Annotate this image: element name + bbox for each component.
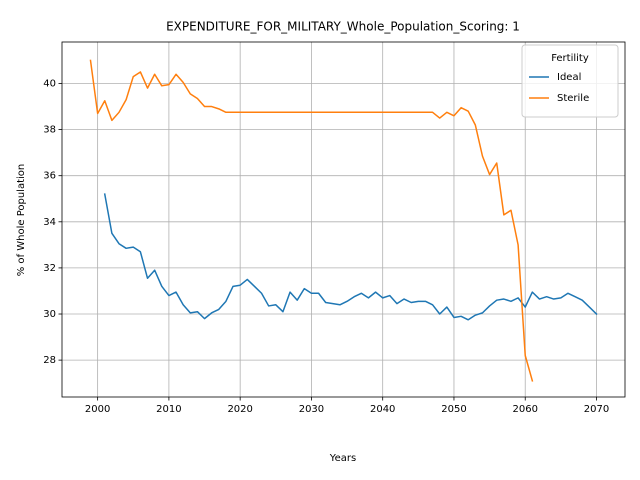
x-tick-label: 2070 (584, 404, 609, 415)
series-line-sterile (89, 59, 534, 382)
axis-ticks: 2000 2010 2020 2030 2040 2050 2060 2070 28 30 32 34… (43, 78, 609, 415)
x-tick-label: 2030 (299, 404, 324, 415)
legend-label-ideal: Ideal (557, 72, 581, 83)
y-tick-label: 40 (43, 78, 56, 89)
x-tick-label: 2010 (156, 404, 181, 415)
x-tick-label: 2000 (85, 404, 110, 415)
plot-lines (89, 59, 598, 382)
series-line-ideal (103, 193, 598, 321)
y-tick-label: 38 (43, 125, 56, 136)
y-tick-label: 28 (43, 355, 56, 366)
legend: Fertility Ideal Sterile (521, 44, 619, 118)
legend-title: Fertility (551, 53, 589, 64)
plot-frame (61, 41, 626, 398)
y-tick-label: 32 (43, 263, 56, 274)
legend-label-sterile: Sterile (557, 93, 589, 104)
legend-box (521, 44, 619, 118)
x-tick-label: 2060 (513, 404, 538, 415)
y-tick-label: 34 (43, 217, 56, 228)
y-tick-label: 30 (43, 309, 56, 320)
x-tick-label: 2020 (227, 404, 252, 415)
x-tick-label: 2050 (441, 404, 466, 415)
x-axis-label: Years (329, 453, 356, 464)
y-axis-label: % of Whole Population (16, 164, 27, 277)
y-tick-label: 36 (43, 171, 56, 182)
chart-title: EXPENDITURE_FOR_MILITARY_Whole_Populatio… (166, 20, 520, 34)
x-tick-label: 2040 (370, 404, 395, 415)
